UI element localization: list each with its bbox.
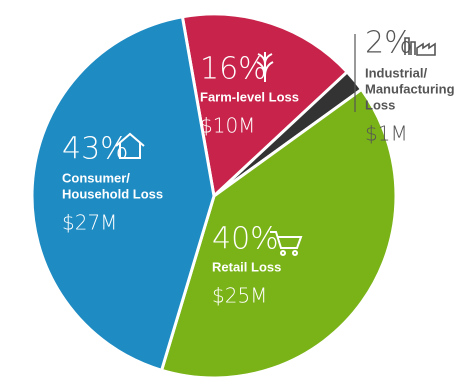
percent-label: 2% (365, 26, 413, 61)
percent-label: 40% (212, 222, 279, 257)
factory-icon (404, 37, 436, 56)
category-label: Consumer/ (62, 170, 130, 185)
cart-icon (270, 231, 303, 256)
amount-label: $10M (200, 114, 255, 138)
labels: 16% Farm-level Loss $10M 2% Industrial/Manuf… (62, 26, 455, 308)
pie (30, 12, 398, 380)
slice (180, 12, 350, 199)
amount-label: $1M (365, 122, 408, 146)
amount-label: $25M (212, 284, 267, 308)
category-label: Industrial/ (365, 65, 428, 80)
category-label: Household Loss (62, 186, 163, 201)
category-label: Retail Loss (212, 259, 281, 274)
amount-label: $27M (62, 211, 117, 235)
category-label: Loss (365, 97, 395, 112)
category-label: Farm-level Loss (200, 89, 299, 104)
percent-label: 16% (200, 52, 267, 87)
category-label: Manufacturing (365, 81, 455, 96)
house-icon (115, 132, 145, 159)
percent-label: 43% (62, 132, 129, 167)
slice (30, 15, 216, 373)
wheat-icon (256, 52, 274, 82)
slice (159, 87, 398, 380)
